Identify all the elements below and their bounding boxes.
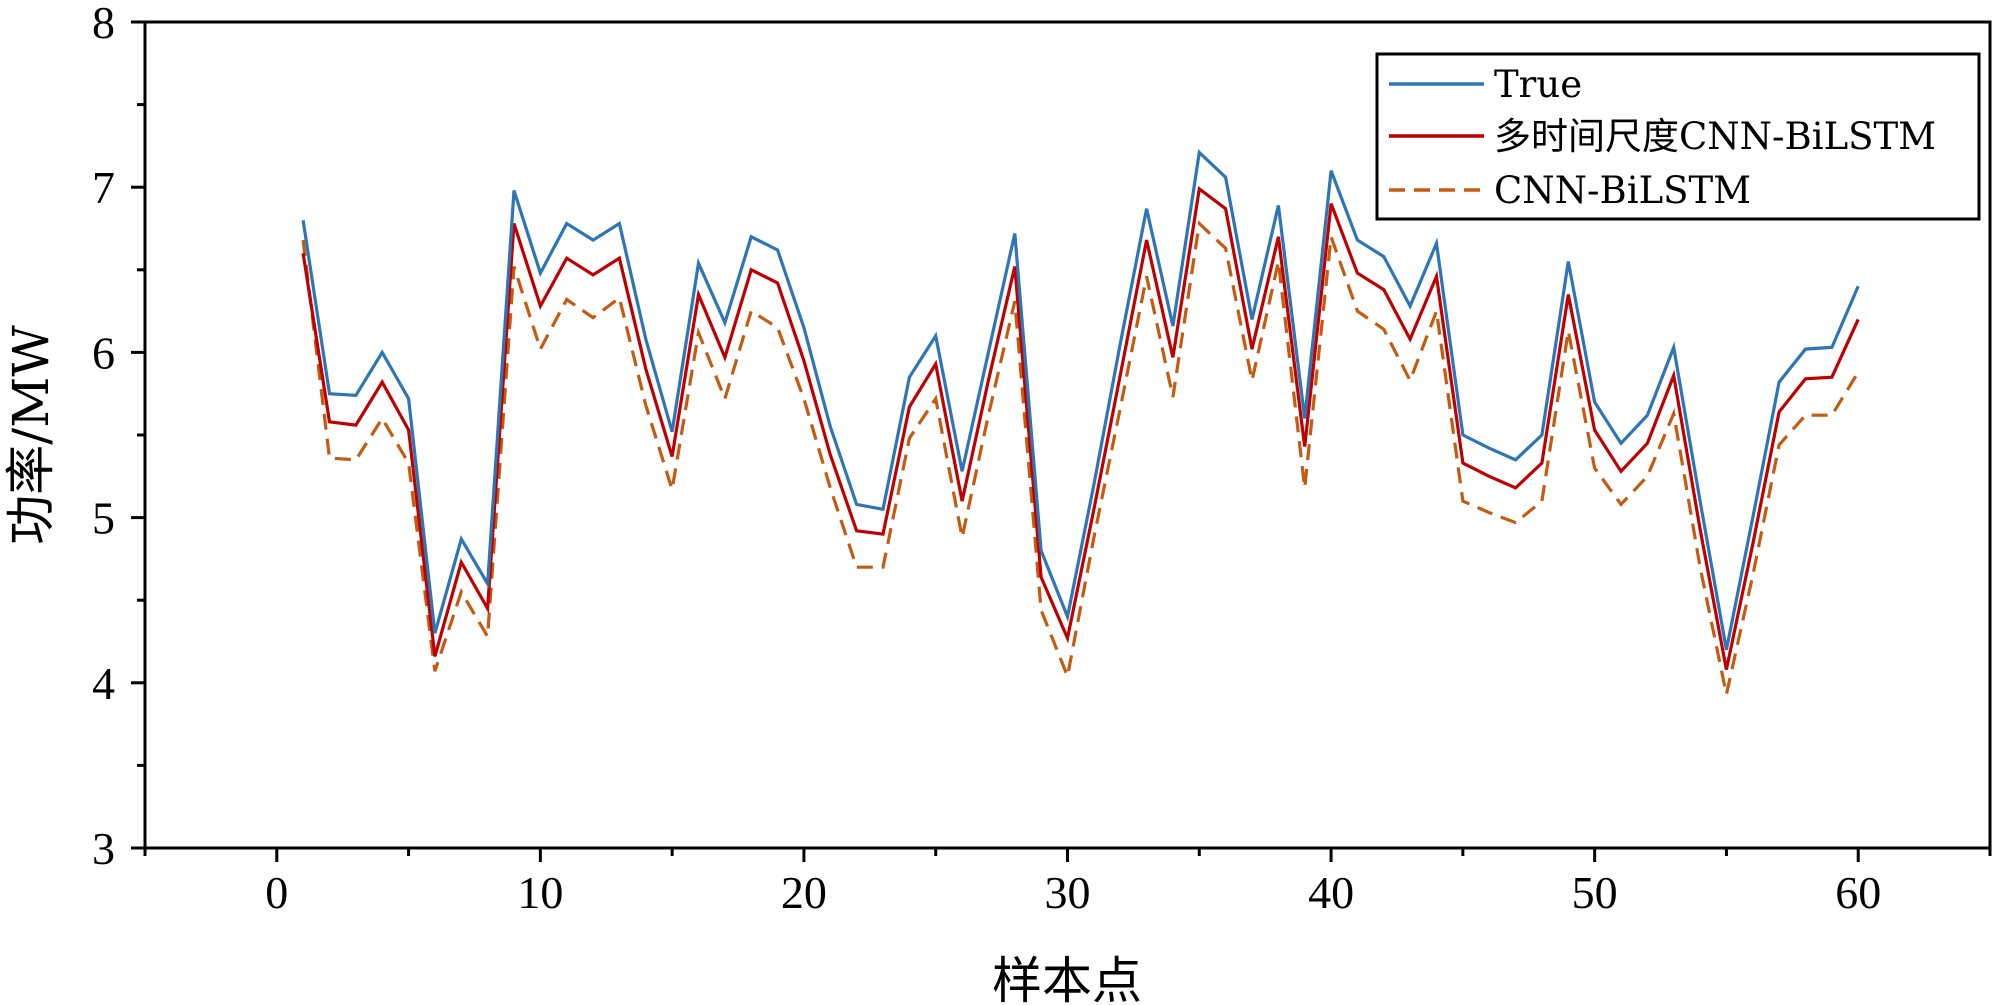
y-tick-label: 3 [92, 823, 115, 874]
legend: True 多时间尺度CNN-BiLSTM CNN-BiLSTM [1375, 52, 1981, 221]
y-tick-label: 4 [92, 658, 115, 709]
y-tick-label: 7 [92, 162, 115, 213]
series-line-cnn-bilstm [301, 220, 1860, 695]
series-layer [301, 149, 1860, 695]
legend-label-true: True [1494, 63, 1582, 106]
x-tick-label: 10 [517, 867, 563, 918]
y-tick-label: 6 [92, 327, 115, 378]
x-tick-label: 0 [265, 867, 288, 918]
x-axis-title: 样本点 [992, 952, 1142, 1005]
series-line-multiscale-cnn-bilstm [301, 186, 1860, 670]
x-tick-label: 60 [1835, 867, 1881, 918]
legend-label-cnn-bilstm: CNN-BiLSTM [1494, 169, 1751, 212]
y-tick-label: 8 [92, 0, 115, 48]
x-axis-ticks: 0 10 20 30 40 50 60 [143, 848, 1992, 918]
x-tick-label: 50 [1572, 867, 1618, 918]
x-tick-label: 40 [1308, 867, 1354, 918]
y-axis-ticks: 3 4 5 6 7 8 [92, 0, 145, 874]
legend-label-multiscale: 多时间尺度CNN-BiLSTM [1494, 115, 1936, 158]
x-tick-label: 30 [1045, 867, 1091, 918]
series-line-true [301, 149, 1860, 651]
y-axis-title: 功率/MW [2, 325, 60, 545]
y-tick-label: 5 [92, 493, 115, 544]
x-tick-label: 20 [781, 867, 827, 918]
